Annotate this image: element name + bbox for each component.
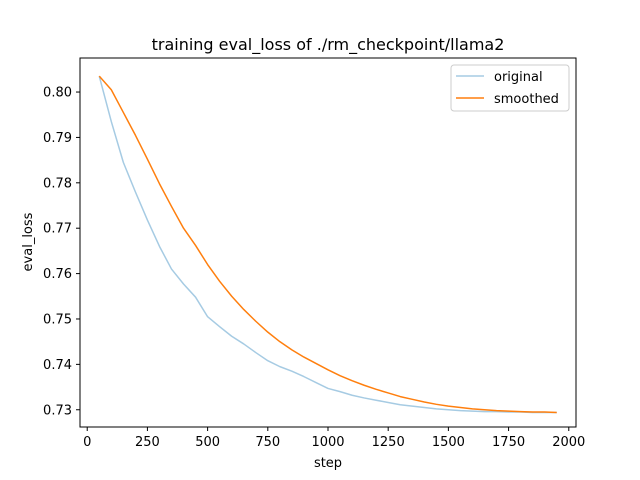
series-line-smoothed [98,75,557,414]
x-tick-label: 1500 [432,435,465,450]
series-line-original [98,75,557,414]
chart-title: training eval_loss of ./rm_checkpoint/ll… [152,35,505,55]
y-tick-label: 0.75 [43,312,72,327]
x-tick-label: 1000 [311,435,344,450]
x-tick-label: 250 [135,435,160,450]
y-tick-label: 0.76 [43,267,72,282]
x-tick-label: 500 [195,435,220,450]
y-axis-ticks: 0.73 0.74 0.75 0.76 0.77 0.78 0.79 0.80 [43,86,80,418]
y-tick-label: 0.74 [43,358,72,373]
x-tick-label: 0 [83,435,91,450]
x-axis-label: step [314,456,342,471]
y-tick-label: 0.78 [43,176,72,191]
legend: original smoothed [450,64,570,112]
legend-label-smoothed: smoothed [494,92,559,107]
y-tick-label: 0.79 [43,131,72,146]
x-tick-label: 750 [255,435,280,450]
plot-lines [98,75,557,414]
x-axis-ticks: 0 250 500 750 1000 1250 1500 1750 2000 [83,427,585,450]
x-tick-label: 2000 [552,435,585,450]
y-tick-label: 0.80 [43,86,72,101]
legend-label-original: original [494,70,543,85]
y-tick-label: 0.73 [43,403,72,418]
y-tick-label: 0.77 [43,222,72,237]
x-tick-label: 1250 [372,435,405,450]
x-tick-label: 1750 [492,435,525,450]
y-axis-label: eval_loss [21,212,36,271]
